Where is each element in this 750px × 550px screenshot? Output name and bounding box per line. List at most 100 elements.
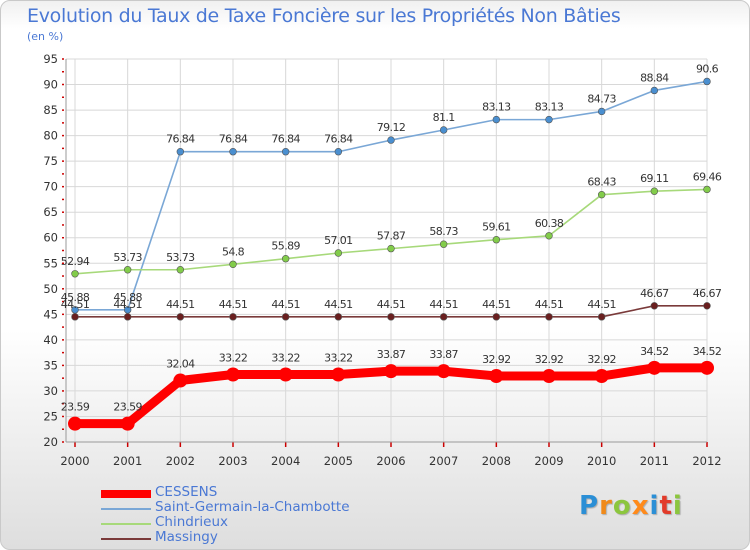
data-point-massingy xyxy=(123,313,132,321)
data-point-chindrieux xyxy=(545,232,553,240)
data-point-massingy xyxy=(545,313,553,321)
data-label-saint-germain-la-chambotte: 45.88 xyxy=(61,291,90,304)
x-tick-label: 2007 xyxy=(429,454,458,468)
data-point-cessens xyxy=(594,369,609,384)
data-label-massingy: 44.51 xyxy=(219,298,248,311)
data-label-massingy: 44.51 xyxy=(377,298,406,311)
legend-swatch xyxy=(101,508,151,510)
data-point-massingy xyxy=(229,313,237,321)
data-label-saint-germain-la-chambotte: 81.1 xyxy=(433,111,455,124)
data-point-massingy xyxy=(492,313,501,321)
proxiti-logo: Proxiti xyxy=(579,491,683,521)
data-point-saint-germain-la-chambotte xyxy=(650,86,659,95)
x-tick-label: 2000 xyxy=(60,454,89,468)
data-point-cessens xyxy=(700,360,714,375)
data-label-saint-germain-la-chambotte: 76.84 xyxy=(324,133,353,146)
data-label-saint-germain-la-chambotte: 90.6 xyxy=(696,62,719,75)
data-point-massingy xyxy=(71,313,79,321)
data-label-massingy: 44.51 xyxy=(271,298,300,311)
data-label-massingy: 44.51 xyxy=(482,298,511,311)
x-tick-label: 2005 xyxy=(324,454,353,468)
y-tick-label: 65 xyxy=(43,205,58,219)
data-point-chindrieux xyxy=(597,190,606,199)
x-tick-label: 2001 xyxy=(113,454,142,468)
data-point-cessens xyxy=(647,360,662,375)
data-point-massingy xyxy=(176,313,185,321)
data-point-cessens xyxy=(331,367,346,382)
data-point-chindrieux xyxy=(281,255,290,263)
data-point-chindrieux xyxy=(492,236,501,244)
y-tick-label: 90 xyxy=(43,78,58,92)
data-label-chindrieux: 53.73 xyxy=(113,251,142,264)
logo-letter: i xyxy=(649,491,660,521)
x-tick-label: 2009 xyxy=(534,454,563,468)
data-point-cessens xyxy=(173,373,188,388)
data-point-massingy xyxy=(334,313,343,321)
data-label-cessens: 34.52 xyxy=(640,345,669,358)
legend-label: CESSENS xyxy=(155,484,218,500)
data-point-saint-germain-la-chambotte xyxy=(597,107,606,116)
data-label-saint-germain-la-chambotte: 76.84 xyxy=(219,133,248,146)
y-tick-label: 80 xyxy=(43,129,58,143)
data-point-saint-germain-la-chambotte xyxy=(387,136,395,144)
data-label-cessens: 33.87 xyxy=(429,348,458,361)
data-label-saint-germain-la-chambotte: 83.13 xyxy=(482,101,511,114)
chart-title: Evolution du Taux de Taxe Foncière sur l… xyxy=(27,5,621,27)
data-point-saint-germain-la-chambotte xyxy=(703,77,711,86)
data-point-saint-germain-la-chambotte xyxy=(334,148,343,156)
data-point-cessens xyxy=(68,416,82,431)
x-tick-label: 2011 xyxy=(640,454,669,468)
x-tick-label: 2010 xyxy=(587,454,616,468)
y-tick-label: 85 xyxy=(43,103,58,117)
x-tick-label: 2002 xyxy=(166,454,195,468)
data-point-chindrieux xyxy=(650,187,659,195)
data-label-cessens: 32.92 xyxy=(535,353,564,366)
y-tick-label: 70 xyxy=(43,180,58,194)
data-point-chindrieux xyxy=(703,185,711,194)
y-tick-label: 60 xyxy=(43,231,58,245)
data-point-cessens xyxy=(278,367,293,382)
y-tick-label: 20 xyxy=(43,435,58,449)
data-label-saint-germain-la-chambotte: 79.12 xyxy=(377,121,406,134)
data-label-cessens: 33.22 xyxy=(219,351,248,364)
data-point-massingy xyxy=(650,302,659,310)
x-tick-label: 2006 xyxy=(376,454,405,468)
legend-swatch xyxy=(101,523,151,525)
data-label-chindrieux: 52.94 xyxy=(61,255,90,268)
data-label-chindrieux: 58.73 xyxy=(429,225,458,238)
y-axis-unit: (en %) xyxy=(27,30,64,43)
data-point-saint-germain-la-chambotte xyxy=(176,148,185,156)
y-tick-label: 95 xyxy=(43,52,58,66)
data-point-saint-germain-la-chambotte xyxy=(281,148,290,156)
logo-letter: P xyxy=(579,491,600,521)
y-tick-label: 55 xyxy=(43,256,58,270)
data-label-chindrieux: 57.01 xyxy=(324,234,353,247)
logo-letter: t xyxy=(659,491,673,521)
y-tick-label: 35 xyxy=(43,358,58,372)
data-point-cessens xyxy=(226,367,240,382)
data-label-chindrieux: 68.43 xyxy=(587,176,616,189)
data-point-chindrieux xyxy=(334,249,343,257)
data-label-cessens: 33.87 xyxy=(377,348,406,361)
logo-letter: x xyxy=(631,491,650,521)
data-label-massingy: 44.51 xyxy=(535,298,564,311)
y-tick-label: 25 xyxy=(43,409,58,423)
data-label-saint-germain-la-chambotte: 76.84 xyxy=(166,133,195,146)
data-point-chindrieux xyxy=(123,266,132,274)
data-label-massingy: 44.51 xyxy=(166,298,195,311)
x-tick-label: 2004 xyxy=(271,454,300,468)
data-point-chindrieux xyxy=(71,270,79,278)
data-point-massingy xyxy=(387,313,395,321)
logo-letter: i xyxy=(672,491,683,521)
data-point-saint-germain-la-chambotte xyxy=(439,126,448,134)
data-label-massingy: 46.67 xyxy=(693,287,722,300)
data-point-cessens xyxy=(542,369,556,384)
data-point-massingy xyxy=(439,313,448,321)
x-tick-label: 2012 xyxy=(692,454,721,468)
data-label-cessens: 34.52 xyxy=(693,345,722,358)
data-label-saint-germain-la-chambotte: 45.88 xyxy=(113,291,142,304)
data-label-chindrieux: 69.46 xyxy=(693,170,722,183)
data-point-saint-germain-la-chambotte xyxy=(229,148,237,156)
